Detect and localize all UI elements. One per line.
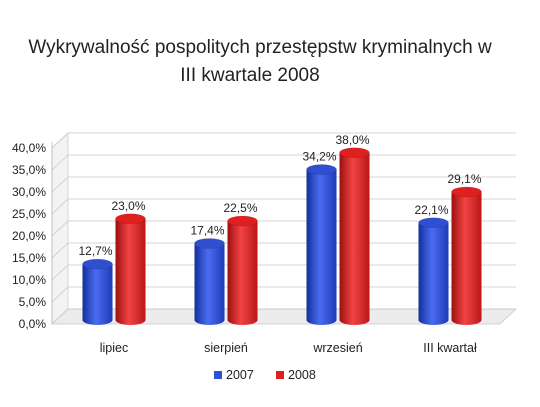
chart-title: Wykrywalność pospolitych przestępstw kry… — [0, 34, 540, 90]
category-label: lipiec — [100, 341, 129, 355]
y-tick-label: 15,0% — [12, 251, 46, 265]
bar-2008-III kwartał — [451, 186, 482, 325]
legend-swatch — [214, 371, 222, 379]
gridline — [51, 176, 516, 193]
chart-title-line-1: Wykrywalność pospolitych przestępstw kry… — [28, 37, 492, 58]
category-label: III kwartał — [423, 341, 477, 355]
y-tick-label: 10,0% — [12, 273, 46, 287]
gridline — [51, 132, 516, 149]
y-tick-label: 20,0% — [12, 229, 46, 243]
data-label: 34,2% — [302, 150, 336, 164]
y-tick-label: 0,0% — [19, 317, 47, 331]
gridline — [51, 154, 516, 171]
data-label: 17,4% — [190, 223, 224, 237]
legend-swatch — [276, 371, 284, 379]
data-label: 38,0% — [335, 133, 369, 147]
y-tick-label: 35,0% — [12, 163, 46, 177]
y-tick-label: 30,0% — [12, 185, 46, 199]
bar-2008-lipiec — [115, 213, 146, 325]
legend-label: 2008 — [288, 368, 316, 382]
data-label: 23,0% — [111, 199, 145, 213]
chart-title-line-2: III kwartale 2008 — [180, 65, 320, 86]
bar-2008-wrzesień — [339, 147, 370, 325]
y-tick-label: 40,0% — [12, 141, 46, 155]
category-label: sierpień — [204, 341, 248, 355]
bar-2008-sierpień — [227, 215, 258, 325]
bar-2007-III kwartał — [418, 217, 449, 325]
data-label: 22,1% — [414, 203, 448, 217]
legend: 2007 2008 — [214, 368, 316, 382]
bar-2007-lipiec — [82, 258, 113, 325]
category-label: wrzesień — [312, 341, 362, 355]
y-tick-label: 25,0% — [12, 207, 46, 221]
data-label: 29,1% — [447, 172, 481, 186]
y-tick-label: 5,0% — [19, 295, 47, 309]
data-label: 22,5% — [223, 201, 257, 215]
data-label: 12,7% — [78, 244, 112, 258]
legend-label: 2007 — [226, 368, 254, 382]
bar-2007-sierpień — [194, 238, 225, 325]
bar-2007-wrzesień — [306, 164, 337, 325]
